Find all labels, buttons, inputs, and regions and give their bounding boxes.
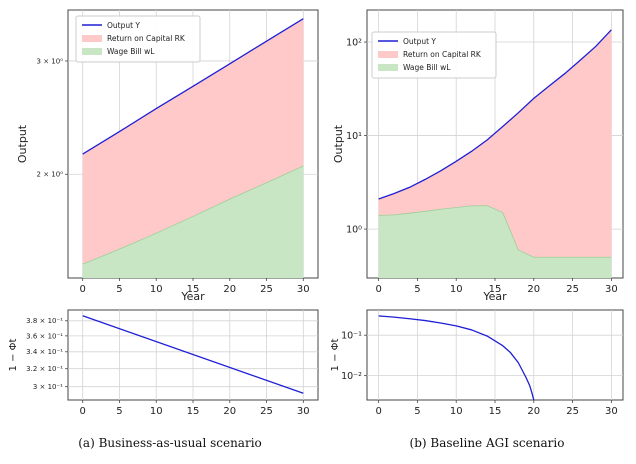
y-tick-label: 3.8 × 10⁻¹ [26,317,63,325]
x-tick-label: 30 [297,284,310,295]
y-axis-label: Output [332,124,345,163]
x-tick-label: 20 [527,284,540,295]
y-tick-label: 3.4 × 10⁻¹ [26,348,63,356]
x-tick-label: 15 [187,284,200,295]
area-wage-bill [82,166,304,278]
series-lines [82,18,304,265]
legend-frame [75,15,201,63]
x-tick-label: 25 [566,284,579,295]
y-tick-labels: 10⁰ 10¹ 10² [346,37,367,235]
x-tick-label: 0 [375,406,381,417]
series-lines [378,315,535,401]
x-tick-label: 0 [80,284,86,295]
y-tick-label: 2 × 10⁰ [37,171,64,179]
legend-swatch-capital [82,35,102,42]
x-tick-label: 5 [414,284,420,295]
x-tick-label: 20 [527,406,540,417]
y-tick-label: 3.6 × 10⁻¹ [26,332,63,340]
x-tick-label: 0 [80,406,86,417]
x-tick-label: 20 [223,284,236,295]
x-gridlines [378,310,612,400]
y-axis-label: Output [16,124,29,163]
x-tick-label: 15 [489,284,502,295]
y-tick-label: 3 × 10⁻¹ [33,383,63,391]
y-tick-labels: 2 × 10⁰ 3 × 10⁰ [37,57,68,179]
panel-agi-output: 0 5 10 15 20 25 30 10⁰ 10¹ 10² Year Output Outpu… [332,9,624,303]
x-tick-label: 20 [223,406,236,417]
x-tick-label: 5 [116,406,122,417]
x-axis-label: Year [482,290,507,303]
legend-label-output: Output Y [107,21,140,30]
legend-label-capital: Return on Capital RK [403,50,482,59]
line-one-minus-phi [82,315,304,394]
x-tick-labels: 0 5 10 15 20 25 30 [80,278,310,295]
series-lines [378,29,612,258]
area-return-on-capital [82,18,304,265]
legend: Output Y Return on Capital RK Wage Bill … [371,31,497,79]
x-tick-label: 5 [414,406,420,417]
stacked-areas [82,18,304,278]
legend-label-wage: Wage Bill wL [107,47,155,56]
area-wage-bill [378,205,612,278]
y-axis-label: 1 − Φt [8,338,19,371]
caption-b: (b) Baseline AGI scenario [410,436,565,450]
y-tick-label: 3.2 × 10⁻¹ [26,365,63,373]
y-tick-label: 10⁰ [346,224,362,235]
panel-bau-phi: 0 5 10 15 20 25 30 3 × 10⁻¹ 3.2 × 10⁻¹ 3.4 × 10⁻… [8,309,319,417]
x-tick-label: 15 [489,406,502,417]
panel-bau-output: 0 5 10 15 20 25 30 2 × 10⁰ 3 × 10⁰ Year Output … [16,9,319,303]
legend-label-capital: Return on Capital RK [107,34,186,43]
legend: Output Y Return on Capital RK Wage Bill … [75,15,201,63]
y-tick-labels: 3 × 10⁻¹ 3.2 × 10⁻¹ 3.4 × 10⁻¹ 3.6 × 10⁻¹ 3.… [26,317,68,391]
x-tick-labels: 0 5 10 15 20 25 30 [375,278,618,295]
x-tick-label: 5 [116,284,122,295]
legend-frame [371,31,497,79]
legend-label-output: Output Y [403,37,436,46]
x-tick-label: 0 [375,284,381,295]
line-output [378,29,612,200]
y-tick-label: 10⁻¹ [341,331,362,342]
y-axis-label: 1 − Φt [330,338,341,371]
x-tick-label: 15 [187,406,200,417]
line-one-minus-phi [378,315,535,401]
x-tick-label: 10 [450,406,463,417]
y-tick-label: 10⁻² [341,371,362,382]
legend-swatch-capital [378,51,398,58]
legend-label-wage: Wage Bill wL [403,63,451,72]
x-tick-label: 30 [605,284,618,295]
x-tick-label: 10 [450,284,463,295]
x-tick-labels: 0 5 10 15 20 25 30 [80,400,310,417]
y-gridlines [68,320,318,388]
area-return-on-capital [378,29,612,258]
x-tick-label: 30 [297,406,310,417]
series-lines [82,315,304,394]
y-gridlines [367,334,623,377]
x-axis-label: Year [180,290,205,303]
line-wage-bill [82,165,304,265]
line-wage-bill [378,205,612,258]
x-tick-labels: 0 5 10 15 20 25 30 [375,400,618,417]
x-gridlines [82,310,304,400]
stacked-areas [378,29,612,278]
line-output [82,18,304,155]
x-tick-label: 25 [260,284,273,295]
panel-agi-phi: 0 5 10 15 20 25 30 10⁻² 10⁻¹ 1 − Φt [330,309,624,417]
caption-a: (a) Business-as-usual scenario [78,436,262,450]
y-tick-label: 10¹ [346,131,362,142]
legend-swatch-wage [82,48,102,55]
x-tick-label: 25 [566,406,579,417]
y-tick-labels: 10⁻² 10⁻¹ [341,331,367,382]
legend-swatch-wage [378,64,398,71]
y-tick-label: 10² [346,37,362,48]
x-tick-label: 10 [150,284,163,295]
y-tick-label: 3 × 10⁰ [37,57,64,65]
x-tick-label: 30 [605,406,618,417]
x-tick-label: 10 [150,406,163,417]
x-tick-label: 25 [260,406,273,417]
